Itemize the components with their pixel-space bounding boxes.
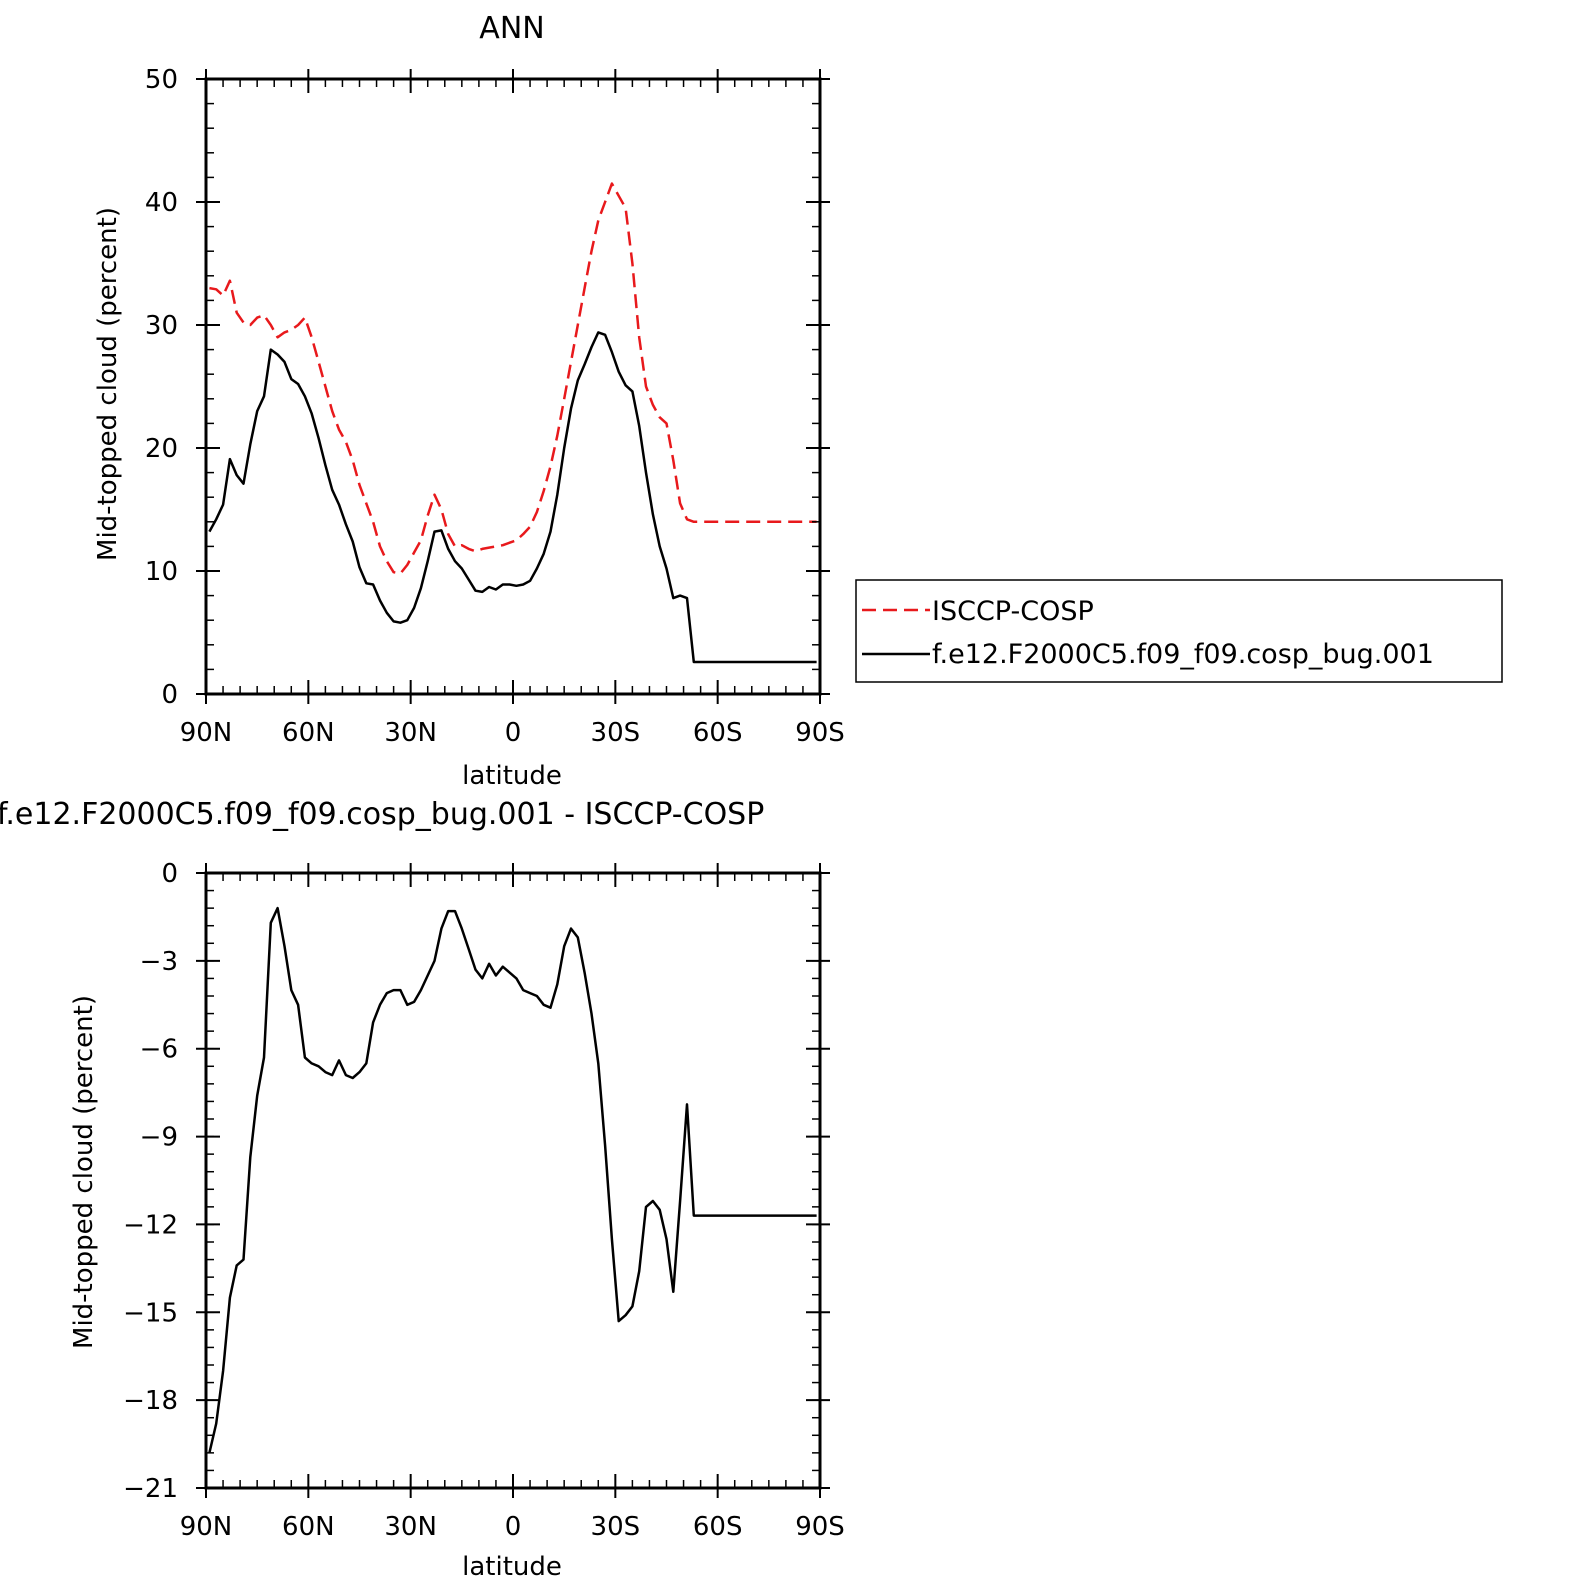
legend-label-isccp: ISCCP-COSP bbox=[932, 596, 1094, 627]
top-x-tick-label: 0 bbox=[505, 718, 522, 748]
bottom-series-line-0 bbox=[208, 906, 817, 1454]
bottom-y-tick-label: −6 bbox=[140, 1035, 178, 1065]
top-x-tick-label: 60S bbox=[693, 718, 743, 748]
top-y-tick-label: 50 bbox=[145, 65, 178, 95]
top-series-line-0 bbox=[209, 182, 817, 575]
top-y-axis-label: Mid-topped cloud (percent) bbox=[93, 207, 123, 561]
bottom-y-tick-label: −18 bbox=[123, 1386, 178, 1416]
legend-label-model: f.e12.F2000C5.f09_f09.cosp_bug.001 bbox=[932, 639, 1434, 670]
top-x-tick-label: 90N bbox=[180, 718, 233, 748]
top-y-tick-label: 30 bbox=[145, 311, 178, 341]
top-x-tick-label: 30N bbox=[384, 718, 437, 748]
bottom-y-tick-label: −12 bbox=[123, 1210, 178, 1240]
bottom-y-tick-label: 0 bbox=[161, 859, 178, 889]
bottom-y-tick-label: −15 bbox=[123, 1298, 178, 1328]
bottom-x-tick-label: 60N bbox=[282, 1512, 335, 1542]
bottom-plot-frame bbox=[204, 871, 822, 1490]
top-axes: 90N 60N 30N 0 30S 60S 90S 0 10 20 30 40 50 bbox=[145, 65, 845, 748]
top-legend: ISCCP-COSP f.e12.F2000C5.f09_f09.cosp_bu… bbox=[855, 579, 1503, 683]
bottom-panel: f.e12.F2000C5.f09_f09.cosp_bug.001 - ISC… bbox=[0, 797, 845, 1582]
top-x-tick-label: 90S bbox=[795, 718, 845, 748]
bottom-series-group bbox=[208, 906, 817, 1454]
top-series-group bbox=[208, 182, 817, 664]
bottom-x-tick-label: 0 bbox=[505, 1512, 522, 1542]
bottom-axes: 90N 60N 30N 0 30S 60S 90S 0 −3 −6 −9 −12 −15 −18 −21 bbox=[123, 859, 845, 1542]
top-x-tick-label: 30S bbox=[591, 718, 641, 748]
legend-box bbox=[855, 579, 1503, 683]
top-x-axis-label: latitude bbox=[462, 761, 562, 791]
bottom-y-tick-label: −3 bbox=[140, 947, 178, 977]
top-y-tick-label: 40 bbox=[145, 188, 178, 218]
bottom-x-tick-label: 30N bbox=[384, 1512, 437, 1542]
top-chart-title: ANN bbox=[479, 11, 544, 46]
bottom-x-tick-label: 90S bbox=[795, 1512, 845, 1542]
bottom-chart-title: f.e12.F2000C5.f09_f09.cosp_bug.001 - ISC… bbox=[0, 797, 764, 832]
top-x-tick-label: 60N bbox=[282, 718, 335, 748]
top-y-tick-label: 10 bbox=[145, 557, 178, 587]
top-panel: ANN Mid-topped cloud (percent) latitude … bbox=[93, 11, 1503, 791]
top-y-tick-label: 20 bbox=[145, 434, 178, 464]
bottom-y-tick-label: −21 bbox=[123, 1474, 178, 1504]
top-series-line-1 bbox=[208, 331, 817, 664]
bottom-y-tick-label: −9 bbox=[140, 1123, 178, 1153]
bottom-x-tick-label: 90N bbox=[180, 1512, 233, 1542]
bottom-x-tick-label: 60S bbox=[693, 1512, 743, 1542]
bottom-x-axis-label: latitude bbox=[462, 1552, 562, 1582]
bottom-y-axis-label: Mid-topped cloud (percent) bbox=[69, 995, 99, 1349]
bottom-x-tick-label: 30S bbox=[591, 1512, 641, 1542]
top-y-tick-label: 0 bbox=[161, 680, 178, 710]
